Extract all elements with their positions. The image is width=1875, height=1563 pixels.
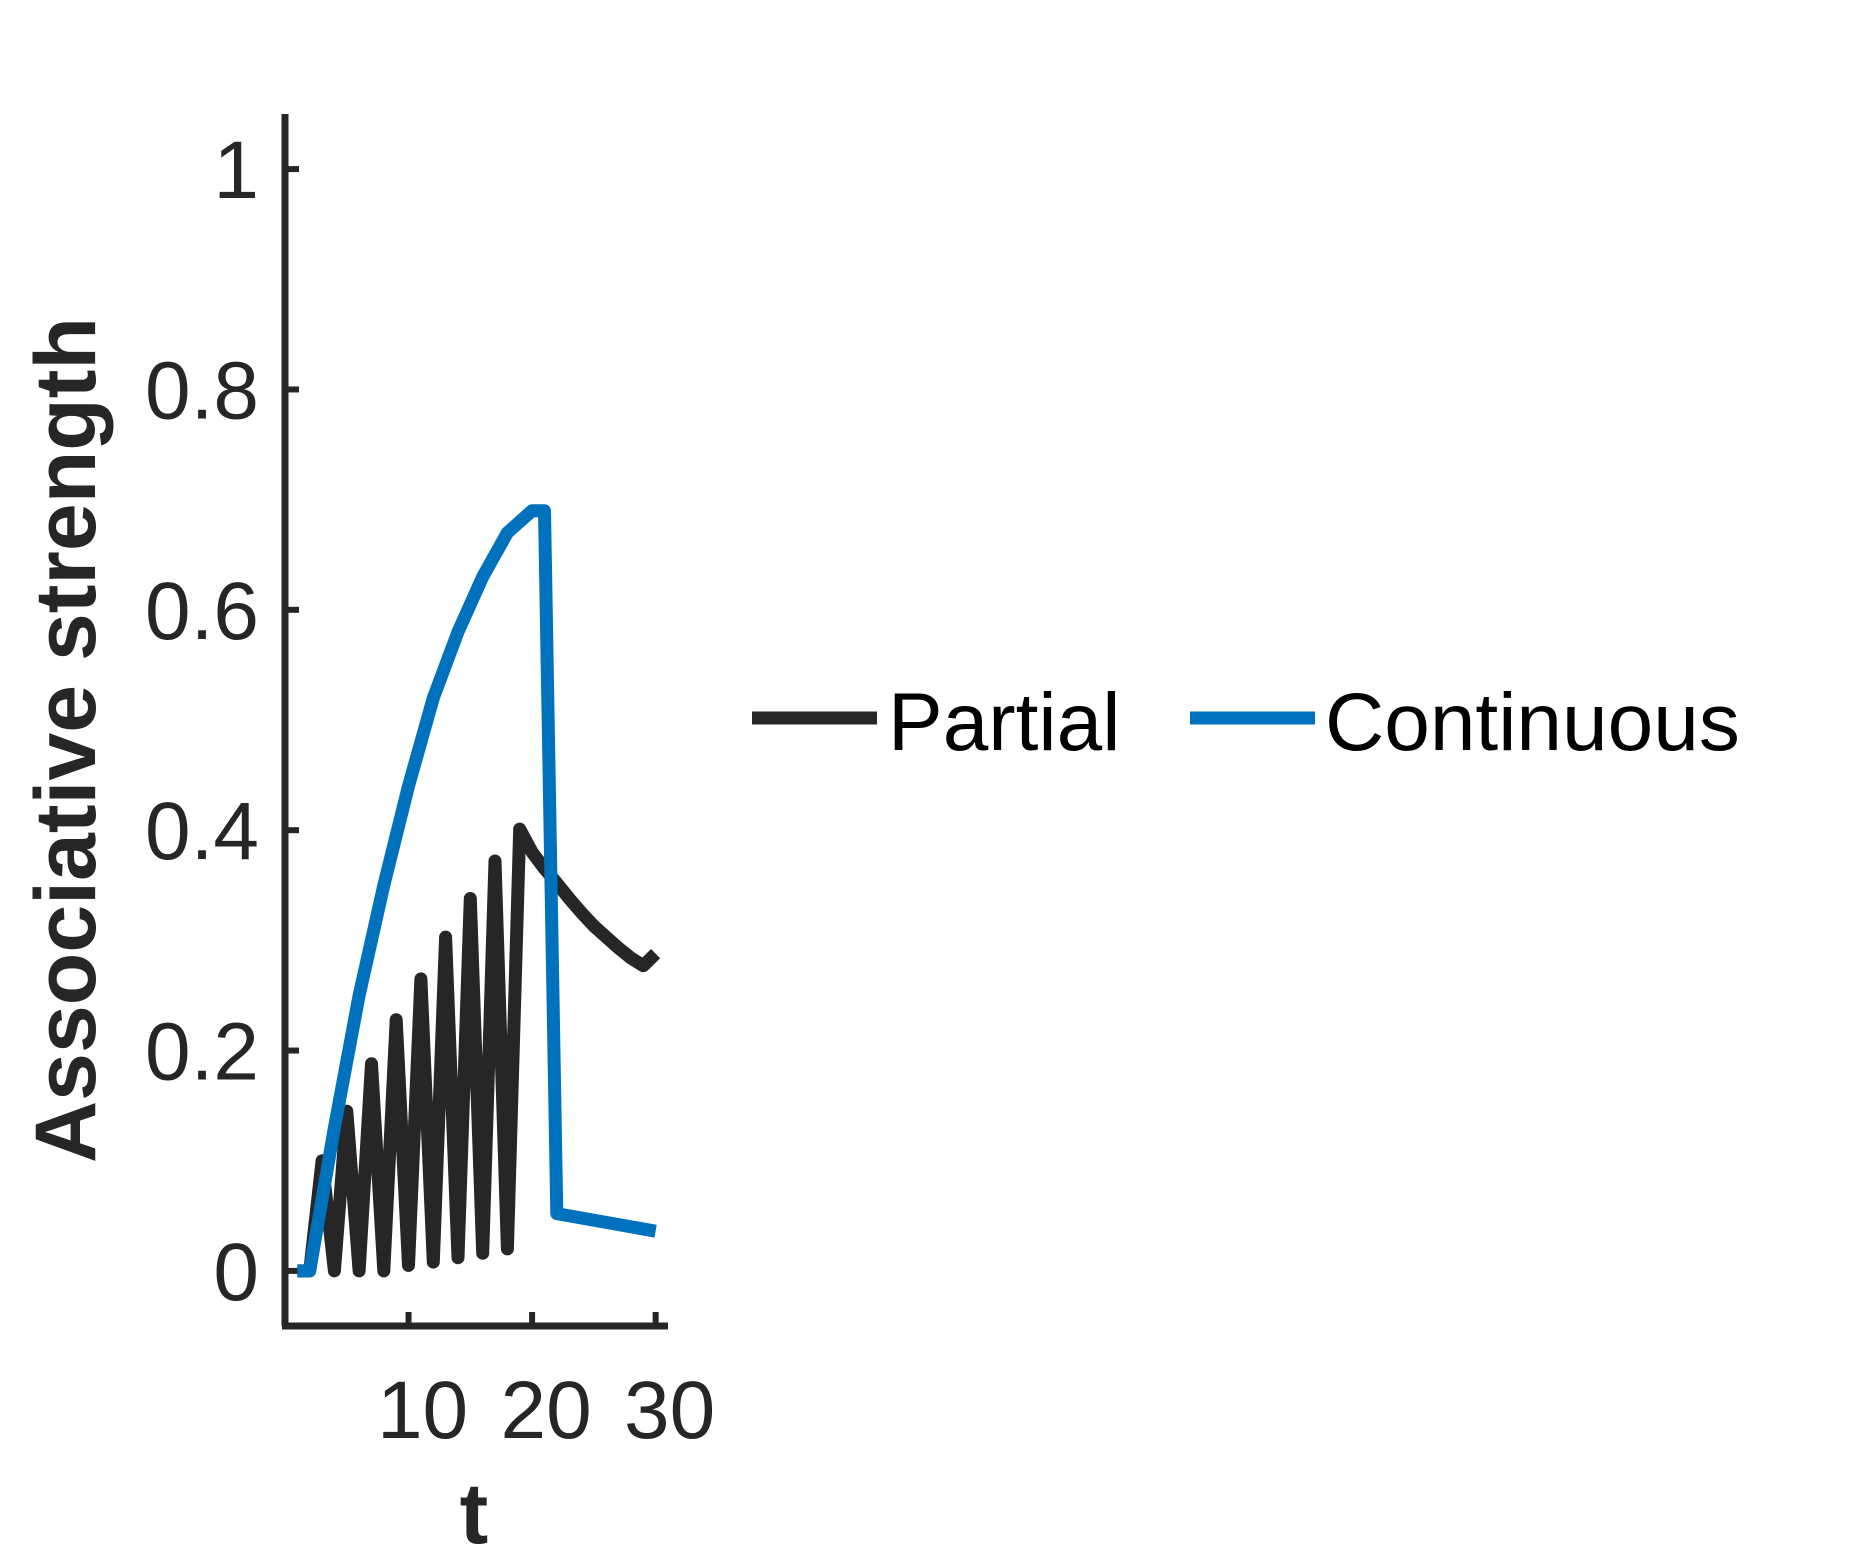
- x-tick-label: 30: [624, 1365, 715, 1456]
- legend-label-partial: Partial: [888, 677, 1120, 768]
- y-tick-label: 0.6: [145, 566, 259, 657]
- series-line-continuous: [297, 504, 657, 1278]
- series-line-partial: [297, 822, 661, 1278]
- y-tick-label: 1: [213, 125, 259, 216]
- y-axis-label: Associative strength: [18, 317, 114, 1163]
- legend-label-continuous: Continuous: [1325, 677, 1740, 768]
- y-tick-label: 0.2: [145, 1007, 259, 1098]
- y-tick-label: 0: [213, 1227, 259, 1318]
- x-tick-label: 10: [377, 1365, 468, 1456]
- x-axis-label: t: [460, 1466, 489, 1562]
- axes: 0 0.2 0.4 0.6 0.8 1 10 20 30: [145, 114, 715, 1456]
- series-layer: [297, 504, 661, 1278]
- y-tick-label: 0.8: [145, 345, 259, 436]
- y-tick-label: 0.4: [145, 786, 259, 877]
- legend: Partial Continuous: [752, 677, 1740, 768]
- x-tick-label: 20: [500, 1365, 591, 1456]
